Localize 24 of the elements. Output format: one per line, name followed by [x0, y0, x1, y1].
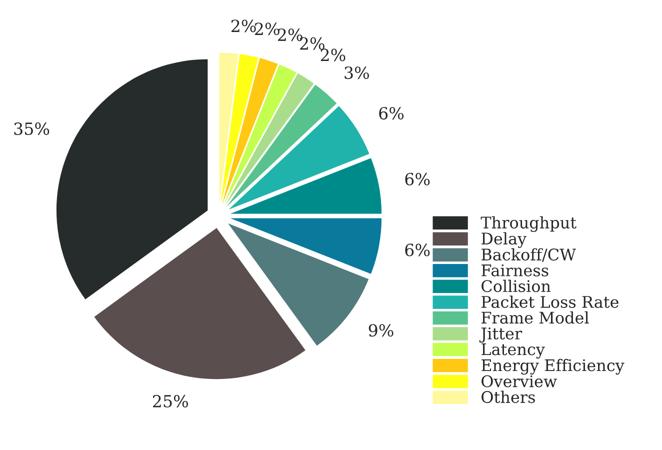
legend-label: Energy Efficiency: [482, 358, 624, 375]
data-label: 9%: [368, 324, 394, 337]
data-label: 2%: [231, 20, 256, 32]
legend-label: Others: [482, 390, 535, 404]
legend-label: Jitter: [479, 328, 522, 343]
data-label: 2%: [320, 48, 346, 62]
legend-label: Packet Loss Rate: [482, 296, 618, 308]
legend-label: Collision: [482, 280, 551, 292]
legend-label: Delay: [482, 232, 527, 248]
data-label: 2%: [278, 28, 302, 42]
data-label: 35%: [14, 122, 50, 136]
legend-label: Overview: [482, 375, 557, 388]
data-label: 6%: [405, 172, 430, 186]
legend-label: Latency: [482, 343, 545, 359]
legend-label: Backoff/CW: [482, 248, 576, 262]
data-label: 6%: [379, 106, 404, 120]
data-label: 25%: [152, 394, 188, 408]
data-label: 3%: [344, 66, 369, 80]
legend-label: Frame Model: [482, 311, 589, 324]
data-label: 6%: [405, 244, 430, 256]
data-label: 2%: [255, 22, 280, 36]
data-label: 2%: [300, 37, 324, 50]
legend-label: Fairness: [482, 264, 548, 276]
legend-label: Throughput: [480, 216, 576, 232]
